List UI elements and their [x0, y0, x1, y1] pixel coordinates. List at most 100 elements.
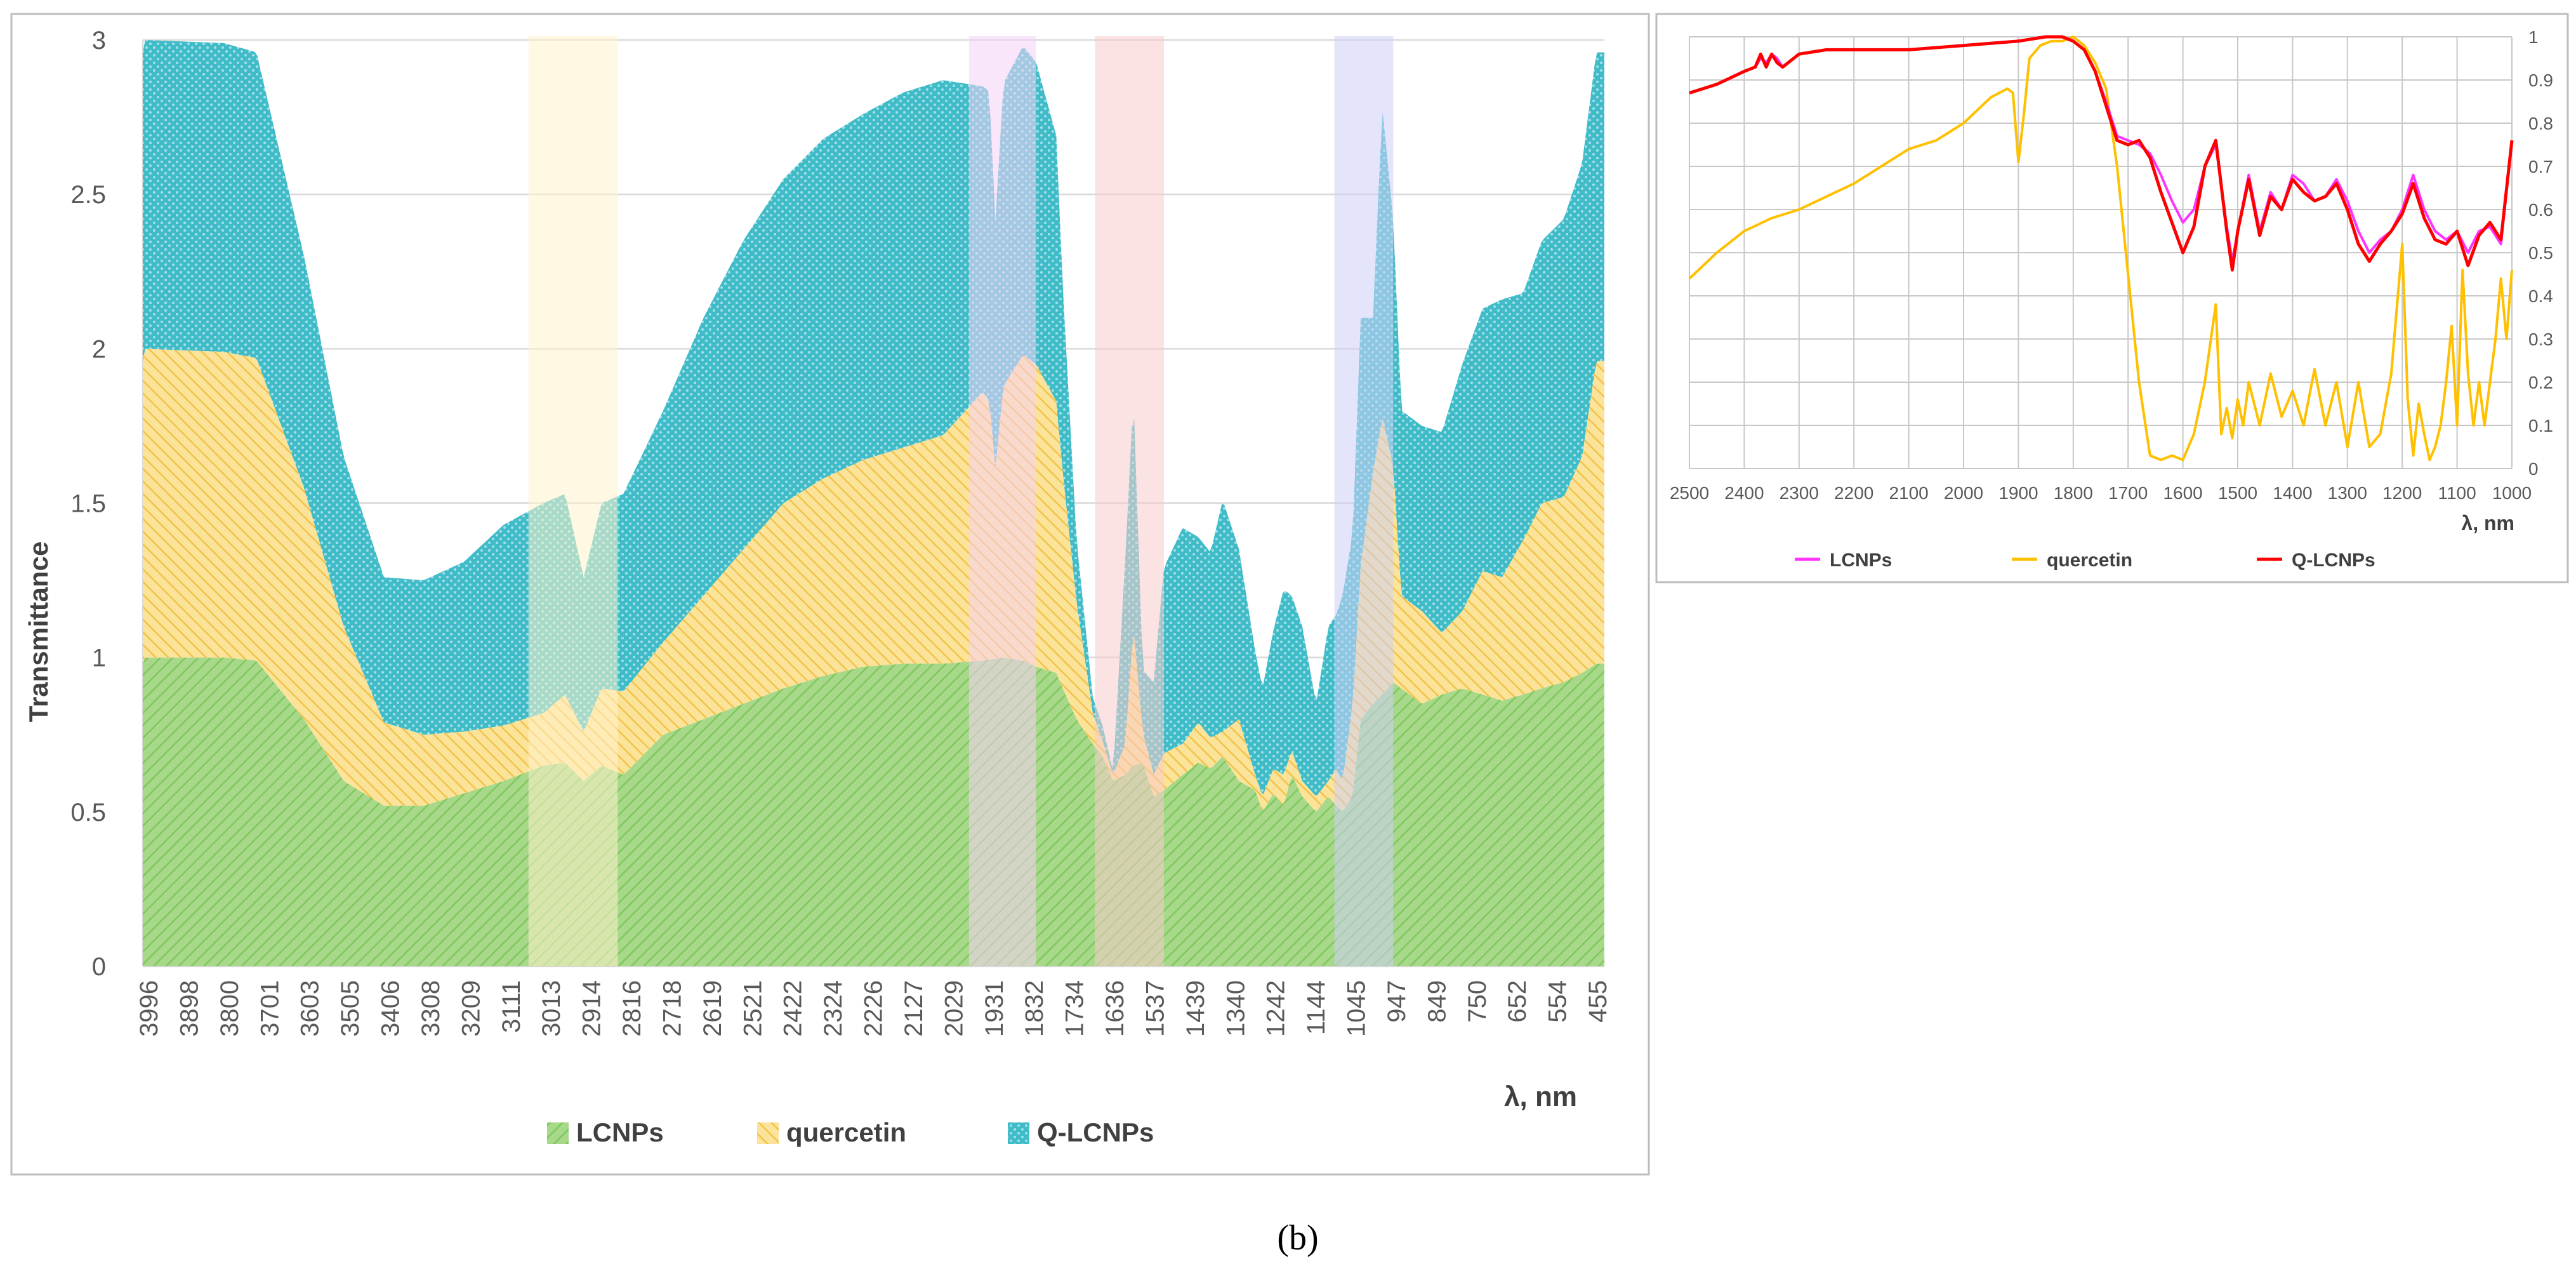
- main-x-tick-label: 1832: [1020, 980, 1048, 1037]
- inset-x-tick-label: 1000: [2492, 483, 2532, 503]
- main-x-tick-label: 3406: [377, 980, 405, 1037]
- main-x-tick-label: 1734: [1061, 980, 1089, 1037]
- main-x-tick-label: 3898: [175, 980, 203, 1037]
- legend-swatch-q-lcnps: [1008, 1122, 1029, 1144]
- inset-line-series: [1688, 35, 2514, 462]
- inset-grid: [1689, 36, 2513, 469]
- inset-x-tick-label: 1700: [2108, 483, 2148, 503]
- main-y-tick-label: 0.5: [70, 799, 106, 827]
- inset-chart-frame: [1655, 13, 2569, 583]
- inset-x-tick-label: 1800: [2054, 483, 2093, 503]
- main-x-axis-title: λ, nm: [1504, 1081, 1577, 1112]
- main-x-tick-label: 3209: [457, 980, 485, 1037]
- inset-x-ticks: 2500 2400 2300 2200 2100 2000 1900 1800 1700 1600…: [1670, 483, 2532, 503]
- legend-swatch-lcnps: [547, 1122, 569, 1144]
- main-x-tick-label: 849: [1423, 980, 1451, 1023]
- legend-label-lcnps: LCNPs: [576, 1117, 664, 1147]
- inset-legend: LCNPs quercetin Q-LCNPs: [1795, 550, 2375, 571]
- legend-label-quercetin: quercetin: [786, 1117, 906, 1147]
- inset-y-tick-label: 0.6: [2528, 200, 2553, 220]
- inset-y-tick-label: 0.4: [2528, 286, 2553, 306]
- main-x-ticks: 3996 3898 3800 3701 3603 3505 3406 3308 3209 3111…: [135, 980, 1612, 1037]
- inset-x-tick-label: 1300: [2328, 483, 2367, 503]
- main-x-tick-label: 1439: [1182, 980, 1210, 1037]
- legend-label-q-lcnps: Q-LCNPs: [1037, 1117, 1154, 1147]
- inset-legend-label-lcnps: LCNPs: [1830, 550, 1892, 571]
- main-area-series: [143, 36, 1604, 966]
- inset-y-tick-label: 0.1: [2528, 416, 2553, 436]
- inset-legend-label-quercetin: quercetin: [2047, 550, 2132, 571]
- inset-x-tick-label: 1600: [2163, 483, 2202, 503]
- main-y-axis-title: Transmittance: [23, 542, 53, 722]
- main-x-tick-label: 3800: [216, 980, 244, 1037]
- inset-y-tick-label: 0.8: [2528, 114, 2553, 133]
- main-x-tick-label: 3701: [256, 980, 284, 1037]
- legend-swatch-quercetin: [757, 1122, 779, 1144]
- area-series-q-lcnps: [143, 40, 1604, 795]
- inset-x-tick-label: 1100: [2438, 483, 2476, 503]
- main-x-tick-label: 3013: [538, 980, 565, 1037]
- area-series-quercetin: [143, 349, 1604, 811]
- line-series-q-lcnps: [1689, 35, 2514, 272]
- main-x-tick-label: 1636: [1101, 980, 1129, 1037]
- main-y-tick-label: 1.5: [70, 490, 106, 518]
- main-y-tick-label: 3: [92, 27, 106, 55]
- main-x-tick-label: 554: [1544, 980, 1572, 1023]
- inset-x-tick-label: 2000: [1944, 483, 1983, 503]
- inset-y-tick-label: 0.9: [2528, 70, 2553, 90]
- inset-y-tick-label: 0.7: [2528, 157, 2553, 176]
- inset-x-tick-label: 2300: [1780, 483, 1819, 503]
- inset-x-tick-label: 1400: [2273, 483, 2312, 503]
- inset-y-tick-label: 0.2: [2528, 373, 2553, 392]
- main-x-tick-label: 2816: [618, 980, 646, 1037]
- inset-x-tick-label: 1500: [2218, 483, 2257, 503]
- main-x-tick-label: 1144: [1302, 980, 1330, 1035]
- main-x-tick-label: 455: [1584, 980, 1612, 1023]
- main-y-tick-label: 0: [92, 953, 106, 981]
- highlight-band: [1095, 36, 1164, 966]
- main-x-tick-label: 1931: [981, 980, 1008, 1037]
- main-x-tick-label: 3111: [498, 980, 525, 1033]
- inset-x-tick-label: 2400: [1724, 483, 1764, 503]
- main-y-ticks: 0 0.5 1 1.5 2 2.5 3: [70, 27, 106, 981]
- main-x-tick-label: 2619: [699, 980, 727, 1037]
- inset-x-tick-label: 1200: [2382, 483, 2422, 503]
- main-y-tick-label: 2.5: [70, 181, 106, 209]
- area-series-lcnps: [143, 657, 1604, 966]
- main-x-tick-label: 2422: [779, 980, 807, 1037]
- inset-x-tick-label: 2500: [1670, 483, 1709, 503]
- main-x-tick-label: 1537: [1141, 980, 1169, 1037]
- main-x-tick-label: 750: [1463, 980, 1491, 1023]
- inset-x-tick-label: 2100: [1889, 483, 1928, 503]
- main-x-tick-label: 2127: [900, 980, 928, 1037]
- main-x-tick-label: 652: [1503, 980, 1531, 1023]
- inset-y-tick-label: 0.3: [2528, 329, 2553, 349]
- inset-x-axis-title: λ, nm: [2461, 512, 2514, 535]
- main-x-tick-label: 1340: [1222, 980, 1250, 1037]
- main-x-tick-label: 3505: [336, 980, 364, 1037]
- main-x-tick-label: 2226: [860, 980, 888, 1037]
- main-y-tick-label: 2: [92, 335, 106, 363]
- figure-caption: (b): [1277, 1218, 1318, 1258]
- inset-y-tick-label: 1: [2528, 27, 2539, 47]
- main-x-tick-label: 2521: [739, 980, 767, 1037]
- inset-y-tick-label: 0: [2528, 459, 2539, 479]
- main-x-tick-label: 2718: [658, 980, 686, 1037]
- main-y-tick-label: 1: [92, 644, 106, 672]
- highlight-band: [968, 36, 1036, 966]
- main-legend: LCNPs quercetin Q-LCNPs: [547, 1117, 1154, 1147]
- inset-y-ticks: 0 0.1 0.2 0.3 0.4 0.5 0.6 0.7 0.8 0.9 1: [2528, 27, 2553, 479]
- inset-y-tick-label: 0.5: [2528, 243, 2553, 263]
- main-x-tick-label: 2914: [578, 980, 606, 1037]
- main-x-tick-label: 3996: [135, 980, 163, 1037]
- line-series-quercetin: [1688, 36, 2513, 462]
- main-x-tick-label: 1242: [1262, 980, 1290, 1037]
- highlight-band: [1334, 36, 1394, 966]
- inset-legend-label-q-lcnps: Q-LCNPs: [2292, 550, 2375, 571]
- main-x-tick-label: 2324: [819, 980, 847, 1037]
- main-x-tick-label: 1045: [1343, 980, 1371, 1037]
- main-x-tick-label: 3308: [417, 980, 445, 1037]
- inset-x-tick-label: 2200: [1834, 483, 1873, 503]
- highlight-band: [528, 36, 618, 966]
